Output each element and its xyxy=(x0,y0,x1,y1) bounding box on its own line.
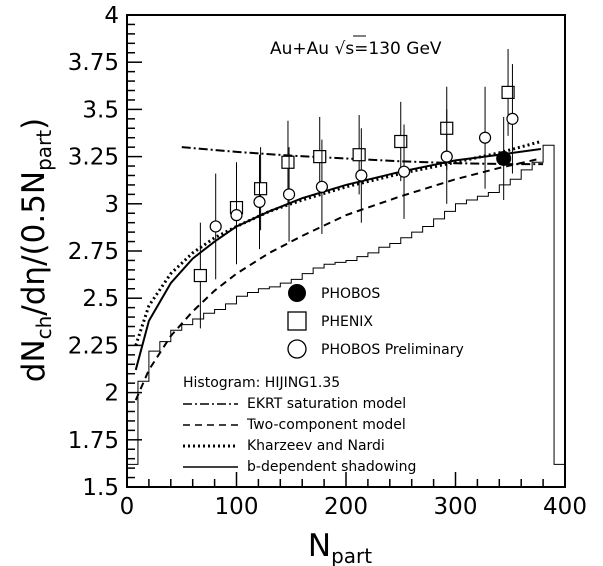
annotation-suffix: =130 GeV xyxy=(354,39,442,59)
x-tick-label: 400 xyxy=(543,494,587,520)
y-tick-label: 2.5 xyxy=(82,286,119,312)
legend-marker-open-circle xyxy=(287,339,307,359)
y-axis-title-part: ) xyxy=(16,118,52,130)
legend-label: EKRT saturation model xyxy=(247,396,406,412)
phobos-preliminary-point xyxy=(209,220,222,233)
collision-annotation: Au+Au √s=130 GeV xyxy=(270,39,442,59)
phobos-preliminary-point xyxy=(282,188,296,201)
y-tick-label: 4 xyxy=(104,3,119,29)
legend-label: Kharzeev and Nardi xyxy=(247,438,385,454)
phobos-preliminary-point xyxy=(397,165,411,178)
legend-label: Two-component model xyxy=(246,417,406,433)
phenix-point xyxy=(501,85,515,100)
legend-label: PHOBOS xyxy=(321,286,380,302)
y-axis-title-part: /dη/(0.5N xyxy=(16,171,52,316)
phobos-preliminary-point xyxy=(478,131,492,144)
y-tick-label: 3.5 xyxy=(82,97,119,123)
phobos-preliminary-point xyxy=(315,180,329,193)
phobos-point xyxy=(496,150,512,166)
phenix-point xyxy=(352,148,366,162)
phenix-point xyxy=(193,268,207,283)
phenix-point xyxy=(253,182,268,196)
annotation-prefix: Au+Au xyxy=(270,39,334,59)
phobos-preliminary-point xyxy=(253,195,266,209)
y-axis-title-part: dN xyxy=(16,339,52,382)
x-axis-title-sub: part xyxy=(331,544,372,566)
y-tick-label: 2.25 xyxy=(68,333,119,359)
phenix-point xyxy=(394,134,408,149)
phobos-preliminary-point xyxy=(230,209,243,222)
legend-marker-filled-circle xyxy=(288,284,306,302)
y-tick-label: 1.5 xyxy=(82,475,119,501)
y-axis-title-part: ch xyxy=(32,316,56,340)
phobos-preliminary-point xyxy=(355,169,368,182)
axes: 0 100 200 300 400 1.5 1.75 2 2.25 2.5 2.75 3 3.25 3.5… xyxy=(68,3,587,520)
curve-dashed xyxy=(134,157,542,401)
x-tick-label: 300 xyxy=(434,494,478,520)
y-axis-title: dNch/dη/(0.5Npart) xyxy=(16,118,56,382)
y-axis-title-part: part xyxy=(32,130,56,171)
legend-header: Histogram: HIJING1.35 xyxy=(183,375,340,391)
y-tick-label: 2 xyxy=(104,381,119,407)
y-tick-label: 2.75 xyxy=(68,239,119,265)
curve-solid xyxy=(134,148,542,371)
phobos-preliminary-point xyxy=(506,112,519,125)
x-axis-title: Npart xyxy=(308,528,372,566)
phenix-point xyxy=(281,155,295,169)
x-tick-label: 200 xyxy=(324,494,368,520)
y-tick-label: 1.75 xyxy=(68,428,119,454)
data-points xyxy=(193,48,519,329)
annotation-sqrt: √ xyxy=(334,39,345,59)
curve-dotted xyxy=(134,140,542,346)
y-tick-label: 3.25 xyxy=(68,145,119,171)
hijing-histogram xyxy=(126,144,566,487)
legend-label: b-dependent shadowing xyxy=(247,459,416,475)
legends: PHOBOS PHENIX PHOBOS Preliminary Histogram:… xyxy=(183,284,464,475)
y-tick-label: 3 xyxy=(104,192,119,218)
x-tick-label: 0 xyxy=(120,494,135,520)
x-axis-title-main: N xyxy=(308,528,331,564)
x-tick-label: 100 xyxy=(215,494,259,520)
annotation-s: s xyxy=(345,39,354,59)
phenix-point xyxy=(313,150,327,164)
legend-marker-open-square xyxy=(287,311,307,331)
phobos-preliminary-point xyxy=(440,150,453,163)
legend-label: PHOBOS Preliminary xyxy=(321,342,464,358)
legend-label: PHENIX xyxy=(321,314,373,330)
y-tick-label: 3.75 xyxy=(68,50,119,76)
